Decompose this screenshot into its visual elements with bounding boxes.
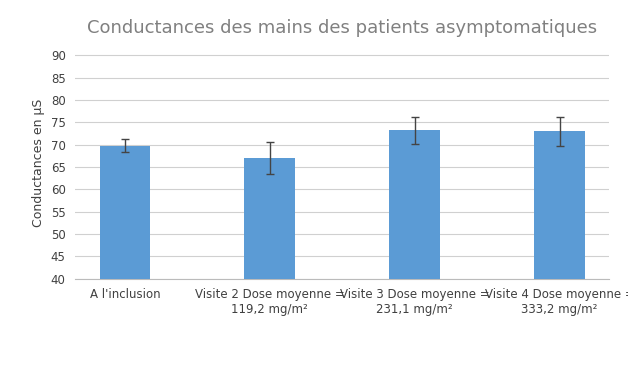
Title: Conductances des mains des patients asymptomatiques: Conductances des mains des patients asym…: [87, 19, 597, 36]
Bar: [389, 130, 440, 387]
Bar: [534, 131, 585, 387]
Bar: [244, 158, 295, 387]
Bar: [100, 146, 150, 387]
Y-axis label: Conductances en μS: Conductances en μS: [32, 98, 45, 227]
